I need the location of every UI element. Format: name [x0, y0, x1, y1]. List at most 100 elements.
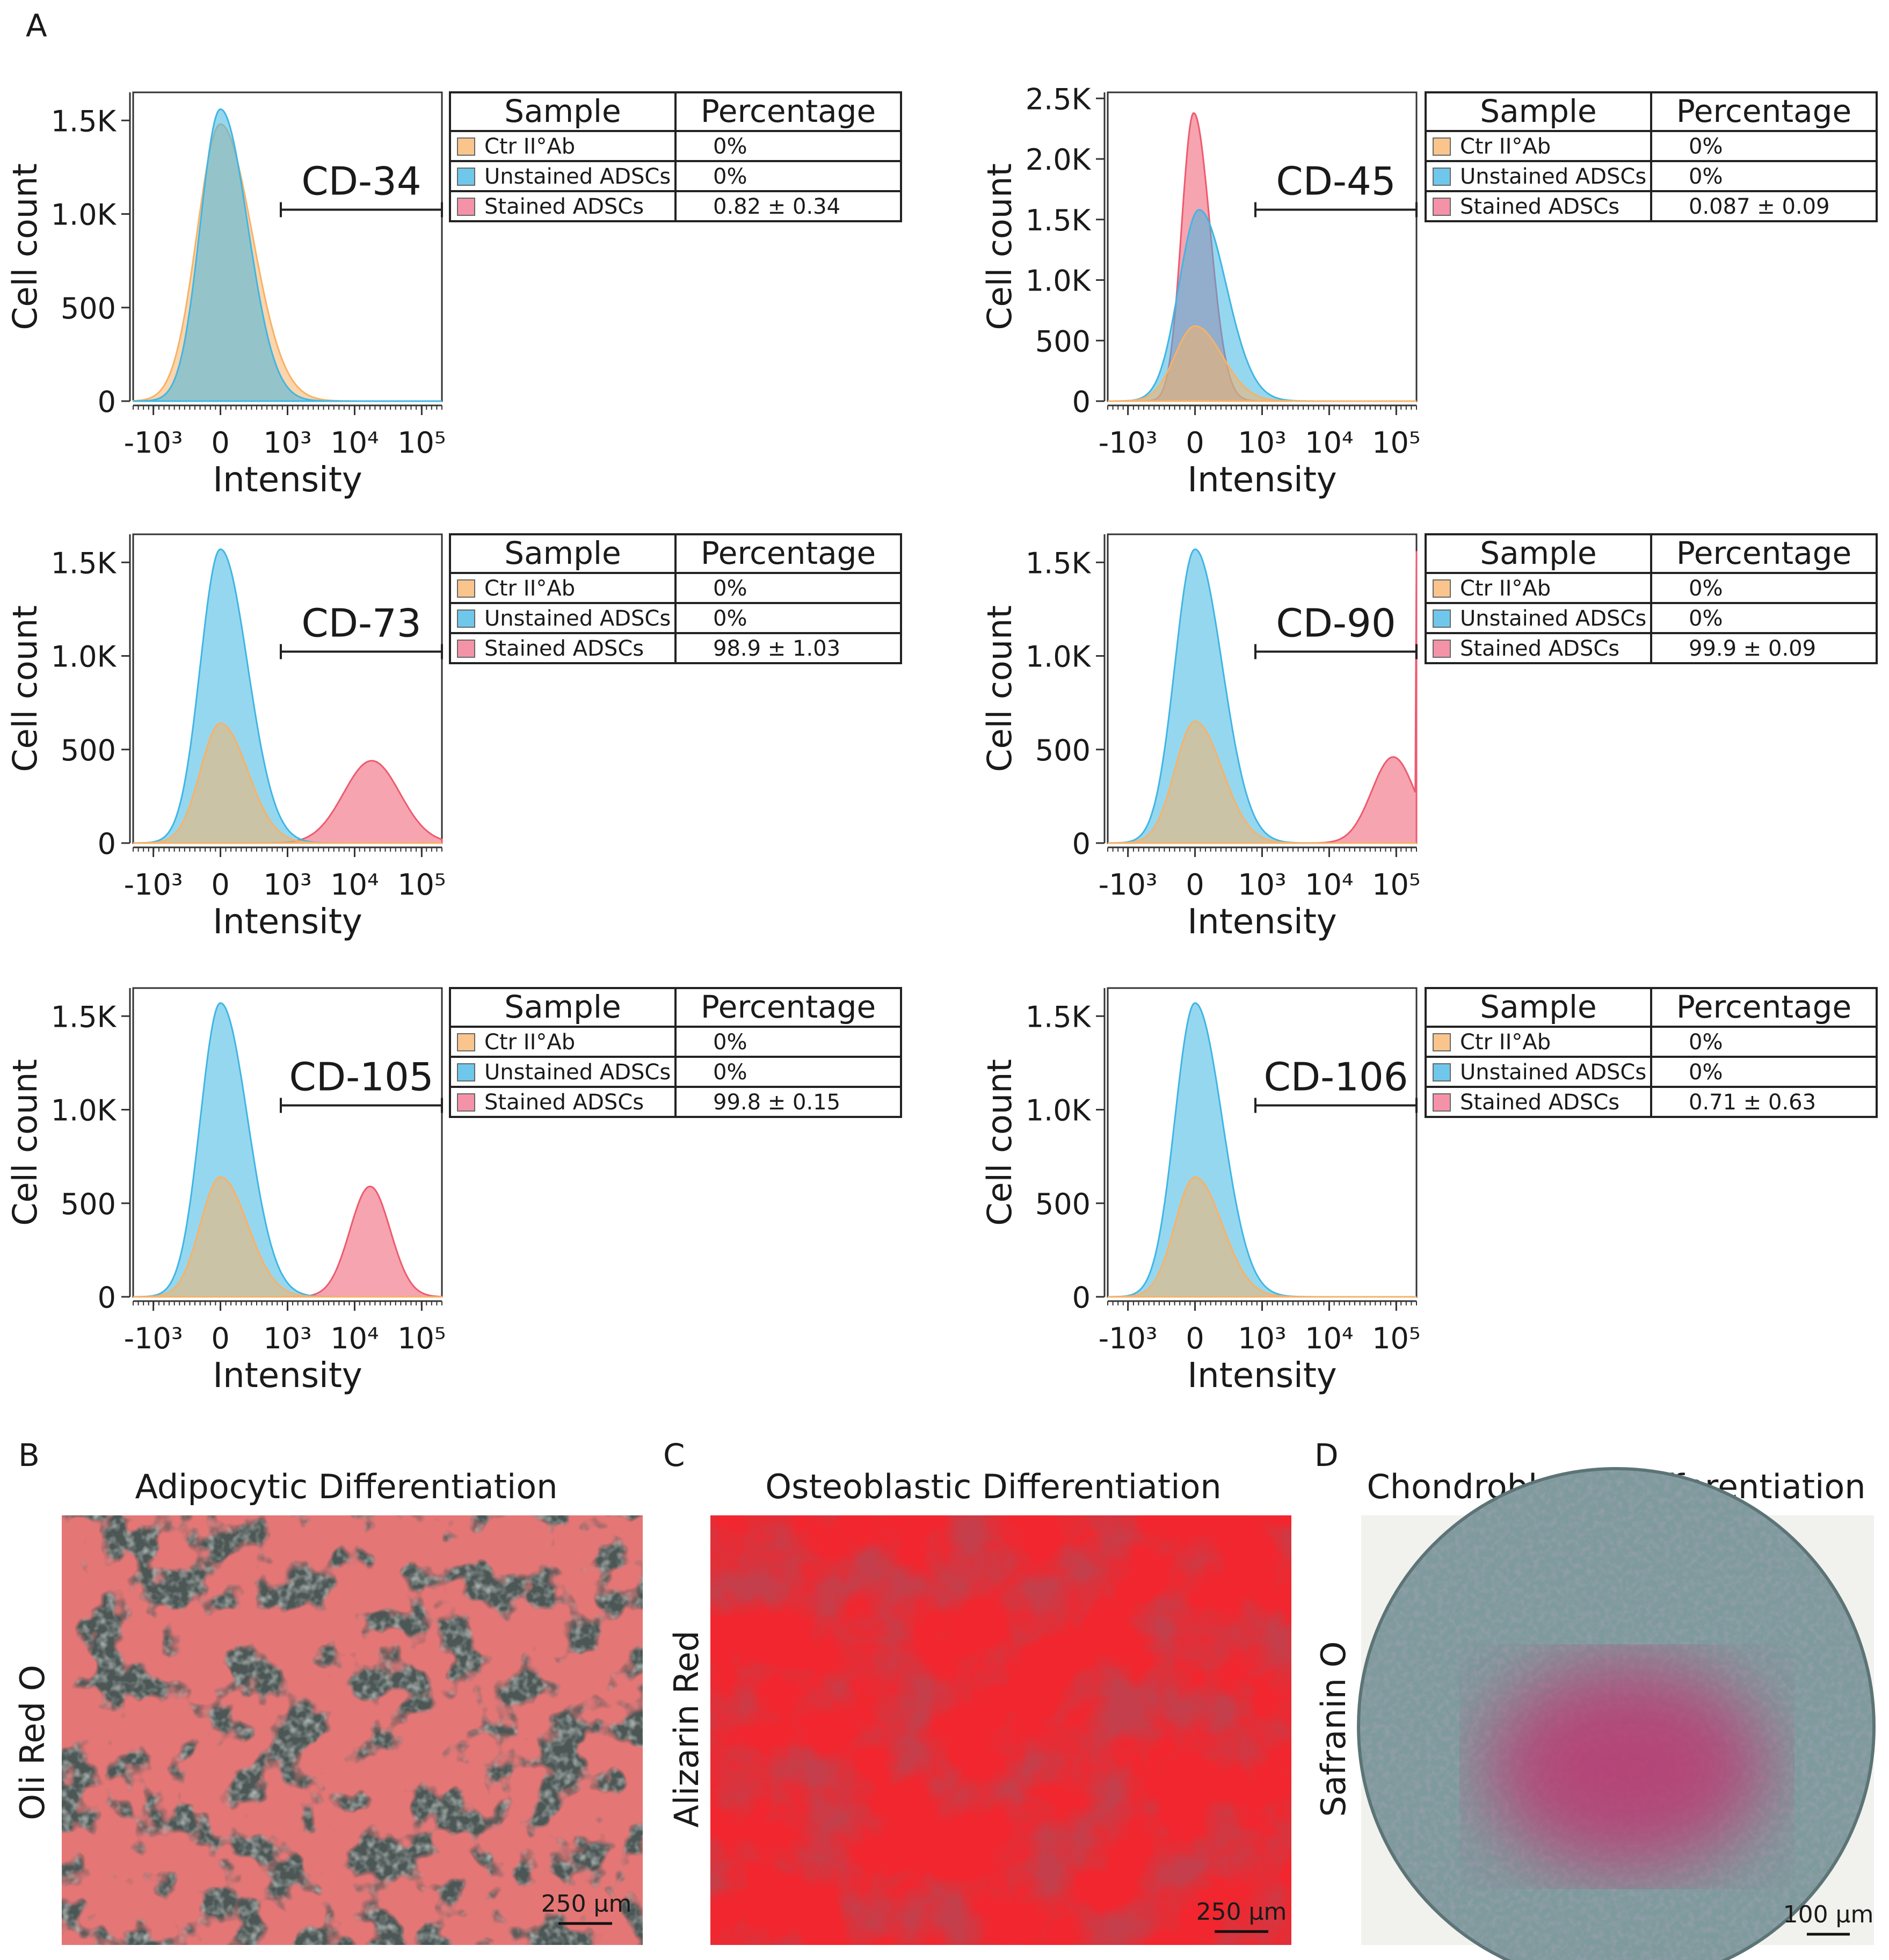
table-header-percentage: Percentage	[1676, 535, 1851, 571]
table-percentage-value: 0%	[1689, 164, 1723, 189]
legend-swatch	[457, 137, 475, 156]
x-tick-label: 10⁵	[1372, 868, 1420, 902]
table-percentage-value: 0%	[1689, 134, 1723, 159]
table-sample-name: Ctr II°Ab	[1460, 576, 1551, 601]
table-percentage-value: 0%	[713, 576, 747, 601]
y-axis-label: Cell count	[5, 163, 45, 330]
histogram-ctr-ii-ab	[1108, 325, 1416, 402]
y-tick-label: 0	[1072, 385, 1091, 419]
y-tick-label: 1.5K	[1026, 546, 1092, 580]
legend-swatch	[457, 198, 475, 216]
x-tick-label: 10⁴	[330, 1322, 379, 1355]
y-axis-label: Cell count	[980, 1059, 1019, 1226]
x-tick-label: -10³	[1099, 868, 1158, 902]
legend-swatch	[1433, 579, 1451, 598]
x-tick-label: 10⁴	[1305, 868, 1353, 902]
table-sample-name: Ctr II°Ab	[484, 1030, 575, 1055]
table-percentage-value: 0%	[713, 134, 747, 159]
lipid-droplets	[62, 1515, 643, 1945]
marker-title: CD-73	[301, 601, 421, 646]
table-sample-name: Ctr II°Ab	[1460, 134, 1551, 159]
table-percentage-value: 0%	[1689, 576, 1723, 601]
table-header-sample: Sample	[1480, 535, 1596, 571]
panel-label-d: D	[1314, 1437, 1339, 1473]
table-percentage-value: 0%	[1689, 1030, 1723, 1055]
legend-swatch	[1433, 137, 1451, 156]
legend-swatch	[457, 609, 475, 628]
y-tick-label: 500	[61, 734, 116, 767]
y-tick-label: 0	[98, 1281, 116, 1315]
x-tick-label: 10⁵	[397, 1322, 446, 1355]
x-tick-label: 0	[211, 868, 229, 902]
x-tick-label: -10³	[1099, 1322, 1158, 1355]
y-axis-label: Cell count	[980, 163, 1019, 330]
y-tick-label: 500	[1035, 734, 1091, 767]
table-header-percentage: Percentage	[701, 989, 876, 1025]
x-tick-label: 0	[1186, 426, 1204, 460]
y-tick-label: 1.5K	[51, 546, 117, 580]
proteoglycan-stain	[1487, 1665, 1767, 1869]
table-sample-name: Stained ADSCs	[1460, 194, 1619, 219]
legend-swatch	[1433, 1033, 1451, 1051]
x-tick-label: 10³	[263, 426, 311, 460]
table-sample-name: Stained ADSCs	[1460, 1090, 1619, 1115]
table-sample-name: Unstained ADSCs	[1460, 1060, 1646, 1085]
table-percentage-value: 0%	[713, 1060, 747, 1085]
legend-swatch	[1433, 1093, 1451, 1112]
x-tick-label: 10⁵	[397, 426, 446, 460]
x-tick-label: 0	[211, 1322, 229, 1355]
x-axis-label: Intensity	[213, 460, 362, 500]
table-percentage-value: 0%	[1689, 1060, 1723, 1085]
x-tick-label: 10³	[1238, 868, 1286, 902]
legend-swatch	[1433, 640, 1451, 658]
table-percentage-value: 0.71 ± 0.63	[1689, 1090, 1816, 1115]
legend-swatch	[457, 168, 475, 186]
table-header-sample: Sample	[1480, 93, 1596, 129]
table-sample-name: Stained ADSCs	[484, 194, 644, 219]
y-tick-label: 0	[1072, 827, 1091, 861]
x-axis-label: Intensity	[1187, 902, 1337, 942]
table-sample-name: Unstained ADSCs	[484, 606, 671, 631]
y-tick-label: 500	[1035, 1187, 1091, 1221]
micrograph-adipocytic: Adipocytic Differentiation Oli Red O 250…	[13, 1467, 643, 1945]
y-tick-label: 0	[98, 827, 116, 861]
table-sample-name: Unstained ADSCs	[1460, 606, 1646, 631]
table-percentage-value: 0%	[1689, 606, 1723, 631]
x-tick-label: 10⁴	[1305, 1322, 1353, 1355]
table-percentage-value: 0.087 ± 0.09	[1689, 194, 1830, 219]
table-header-percentage: Percentage	[1676, 93, 1851, 129]
x-axis-label: Intensity	[213, 1356, 362, 1396]
table-sample-name: Unstained ADSCs	[484, 1060, 671, 1085]
table-sample-name: Ctr II°Ab	[484, 134, 575, 159]
x-tick-label: 10⁴	[1305, 426, 1353, 460]
table-percentage-value: 0%	[713, 606, 747, 631]
x-tick-label: 10⁵	[1372, 1322, 1420, 1355]
table-header-sample: Sample	[504, 535, 621, 571]
table-percentage-value: 0%	[713, 164, 747, 189]
table-percentage-value: 99.8 ± 0.15	[713, 1090, 840, 1115]
y-tick-label: 1.0K	[51, 1094, 117, 1128]
table-percentage-value: 0%	[713, 1030, 747, 1055]
marker-title: CD-106	[1263, 1055, 1408, 1100]
y-axis-label: Cell count	[5, 605, 45, 772]
x-tick-label: 10³	[263, 1322, 311, 1355]
marker-title: CD-90	[1276, 601, 1396, 646]
x-axis-label: Intensity	[1187, 460, 1337, 500]
micrograph-title: Adipocytic Differentiation	[135, 1467, 558, 1506]
pellet-edge	[1357, 1467, 1876, 1960]
legend-swatch	[457, 1033, 475, 1051]
legend-swatch	[457, 1093, 475, 1112]
x-tick-label: 10⁵	[397, 868, 446, 902]
legend-swatch	[1433, 609, 1451, 628]
micrograph-stain-label: Safranin O	[1314, 1642, 1353, 1817]
y-tick-label: 1.0K	[1026, 264, 1092, 298]
table-percentage-value: 98.9 ± 1.03	[713, 636, 840, 661]
histogram-ctr-ii-ab	[133, 722, 442, 844]
